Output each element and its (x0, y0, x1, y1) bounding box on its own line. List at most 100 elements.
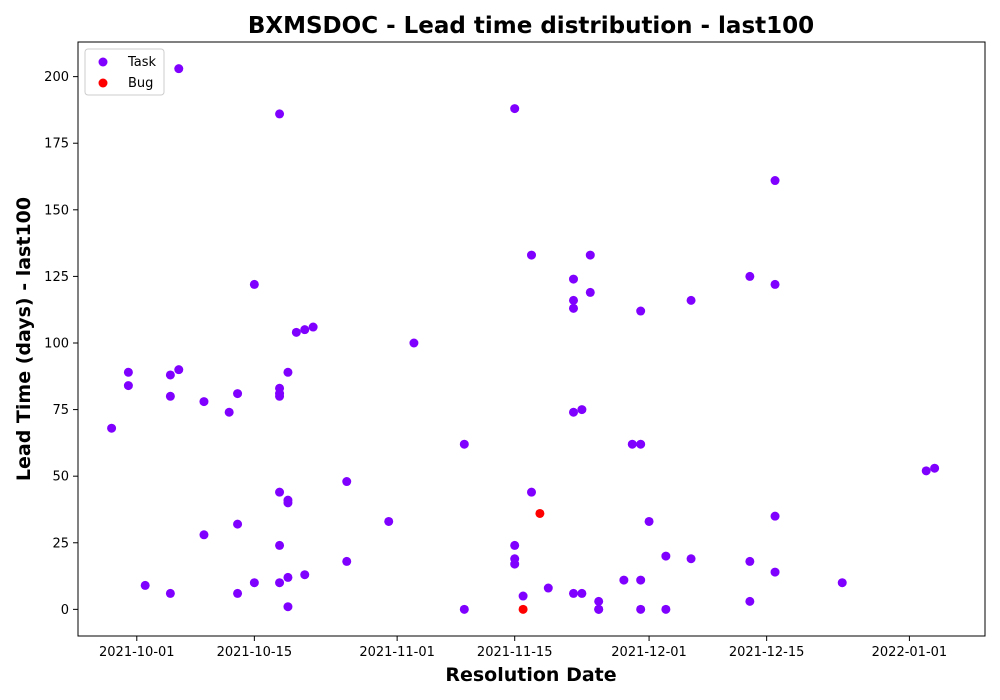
data-point-task (249, 578, 259, 588)
data-point-task (342, 477, 352, 487)
legend-label-bug: Bug (128, 76, 153, 91)
data-point-task (837, 578, 847, 588)
y-tick-label: 200 (44, 70, 69, 85)
data-point-task (770, 567, 780, 577)
data-point-task (770, 279, 780, 289)
data-point-task (342, 556, 352, 566)
data-point-task (510, 540, 520, 550)
x-tick-label: 2021-11-01 (359, 645, 435, 660)
data-point-task (568, 303, 578, 313)
data-point-task (568, 295, 578, 305)
data-point-task (409, 338, 419, 348)
data-point-task (107, 423, 117, 433)
data-point-task (661, 551, 671, 561)
data-point-task (627, 439, 637, 449)
data-point-task (510, 559, 520, 569)
data-point-task (686, 554, 696, 564)
data-point-task (199, 530, 209, 540)
data-point-task (300, 570, 310, 580)
axis-ticks: 2021-10-01 2021-10-15 2021-11-01 2021-11-15… (44, 70, 947, 660)
data-point-task (577, 588, 587, 598)
data-point-task (619, 575, 629, 585)
data-point-task (275, 487, 285, 497)
plot-area-frame (77, 41, 986, 637)
data-point-bug (535, 508, 545, 518)
data-point-task (283, 602, 293, 612)
data-point-task (770, 176, 780, 186)
data-point-task (636, 439, 646, 449)
data-point-task (199, 397, 209, 407)
data-point-task (510, 104, 520, 114)
x-axis-label: Resolution Date (445, 664, 616, 686)
data-point-task (686, 295, 696, 305)
data-point-task (283, 367, 293, 377)
data-point-task (568, 588, 578, 598)
data-point-task (577, 405, 587, 415)
y-tick-label: 175 (44, 137, 69, 152)
data-point-task (275, 391, 285, 401)
data-point-task (233, 389, 243, 399)
data-point-task (745, 596, 755, 606)
y-tick-label: 100 (44, 336, 69, 351)
legend: Task Bug (84, 48, 165, 96)
x-tick-label: 2021-10-01 (99, 645, 175, 660)
chart-title: BXMSDOC - Lead time distribution - last1… (248, 13, 814, 39)
data-point-task (921, 466, 931, 476)
legend-label-task: Task (127, 55, 157, 70)
data-point-task (123, 381, 133, 391)
data-point-task (384, 516, 394, 526)
data-point-task (459, 439, 469, 449)
y-tick-label: 150 (44, 203, 69, 218)
data-point-task (275, 540, 285, 550)
data-point-task (174, 64, 184, 74)
data-point-task (283, 572, 293, 582)
data-point-task (165, 370, 175, 380)
data-point-task (224, 407, 234, 417)
x-tick-label: 2021-12-15 (729, 645, 805, 660)
data-point-task (527, 487, 536, 497)
y-tick-label: 50 (52, 470, 69, 485)
data-point-task (770, 511, 780, 521)
data-point-task (594, 596, 604, 606)
data-points (107, 64, 940, 614)
data-point-task (165, 588, 175, 598)
data-point-task (275, 578, 285, 588)
data-point-task (527, 250, 536, 260)
data-point-task (636, 604, 646, 614)
data-point-task (930, 463, 940, 473)
data-point-task (518, 591, 528, 601)
y-tick-label: 75 (52, 403, 69, 418)
data-point-task (661, 604, 671, 614)
x-tick-label: 2021-12-01 (611, 645, 687, 660)
data-point-task (568, 407, 578, 417)
x-tick-label: 2022-01-01 (872, 645, 948, 660)
data-point-task (745, 271, 755, 281)
data-point-task (745, 556, 755, 566)
legend-marker-bug (98, 78, 108, 88)
data-point-task (543, 583, 553, 593)
data-point-task (249, 279, 259, 289)
data-point-task (165, 391, 175, 401)
data-point-task (644, 516, 654, 526)
y-tick-label: 0 (61, 603, 69, 618)
legend-marker-task (98, 57, 108, 67)
y-axis-label: Lead Time (days) - last100 (13, 197, 35, 481)
data-point-task (140, 580, 150, 590)
data-point-task (300, 325, 310, 335)
data-point-task (291, 327, 301, 337)
y-tick-label: 25 (52, 536, 69, 551)
data-point-task (459, 604, 469, 614)
data-point-task (636, 306, 646, 316)
x-tick-label: 2021-10-15 (217, 645, 293, 660)
data-point-task (233, 588, 243, 598)
data-point-task (308, 322, 318, 332)
data-point-task (174, 365, 184, 375)
data-point-bug (518, 604, 528, 614)
data-point-task (594, 604, 604, 614)
data-point-task (568, 274, 578, 284)
data-point-task (585, 287, 595, 297)
data-point-task (636, 575, 646, 585)
x-tick-label: 2021-11-15 (477, 645, 553, 660)
